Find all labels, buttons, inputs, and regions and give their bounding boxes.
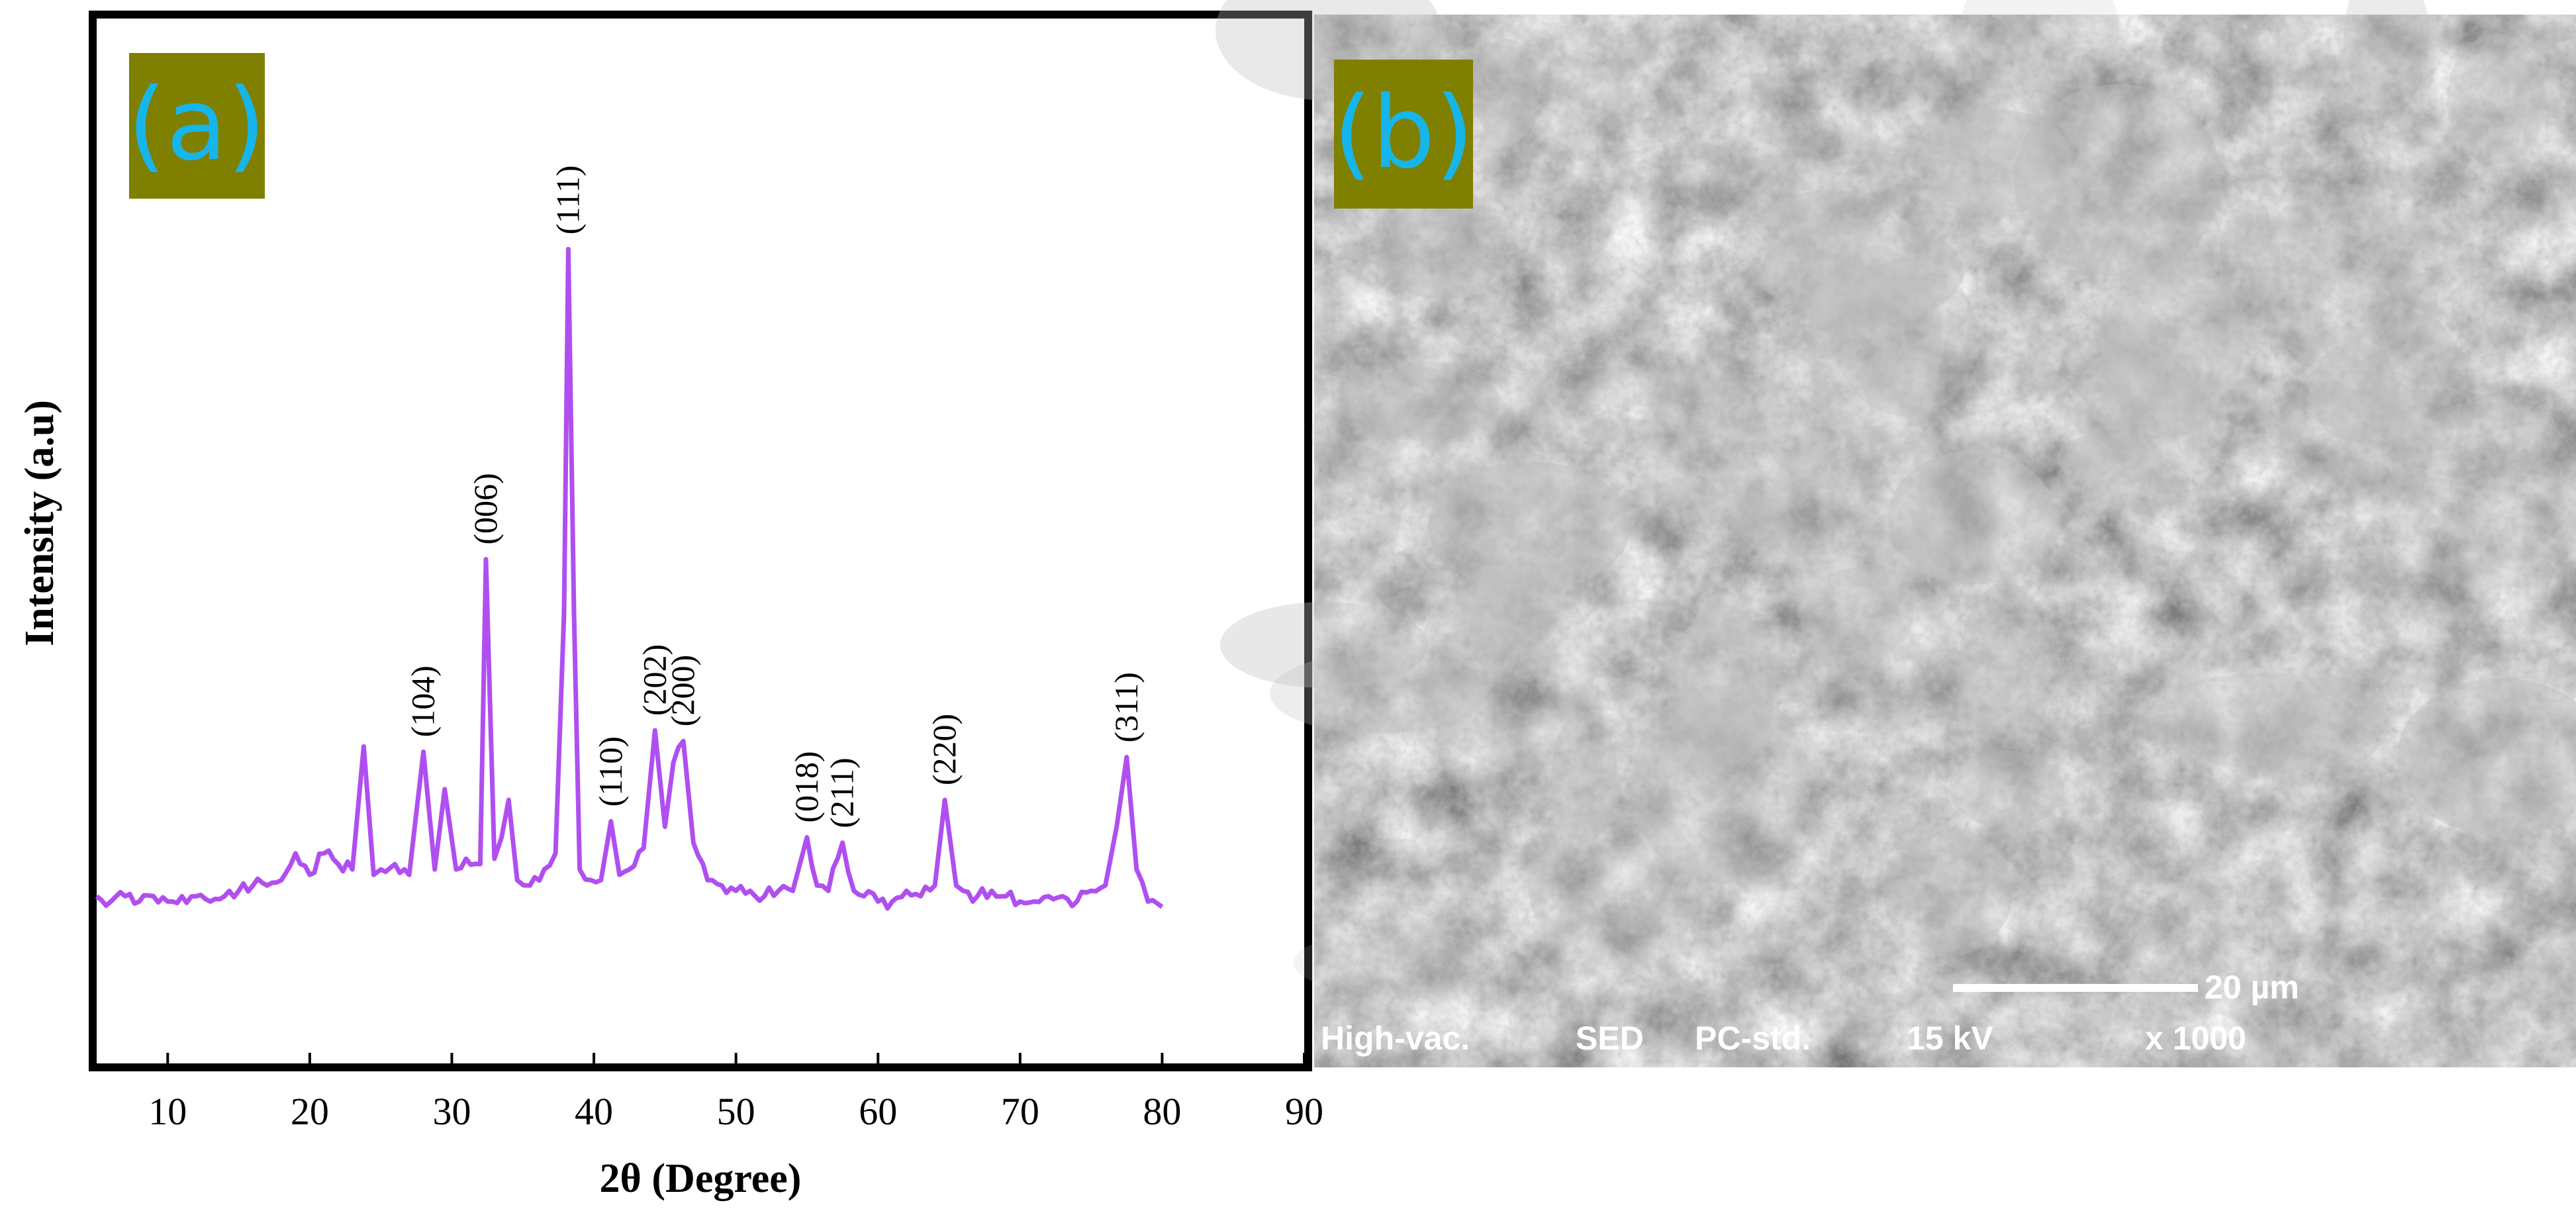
x-tick-label-80: 80: [1143, 1090, 1181, 1133]
sem-grain: [1314, 15, 2576, 1067]
x-tick-label-60: 60: [859, 1090, 897, 1133]
sem-particle: [2310, 342, 2400, 442]
sem-particle: [1856, 73, 2051, 229]
sem-particle: [1454, 594, 1557, 651]
x-axis-title: 2θ (Degree): [600, 1156, 802, 1201]
panel-a-label-box: [129, 53, 265, 199]
panel-b-label-box: [1334, 60, 1473, 209]
sem-particle: [2218, 200, 2281, 344]
sem-particle: [2254, 183, 2441, 369]
panel-a-xrd-chart: 10 20 30 40 50 60 70 80 90 (104)(006)(111)(110)(…: [17, 11, 1323, 1201]
sem-particle: [1705, 126, 1843, 224]
xrd-series-line: [95, 246, 1164, 911]
sem-particle: [2447, 34, 2546, 165]
x-tick-label-20: 20: [291, 1090, 329, 1133]
peak-label-9: (311): [1108, 672, 1145, 742]
x-tick-label-50: 50: [717, 1090, 755, 1133]
sem-particle: [2344, 0, 2430, 111]
panel-b-label: (b): [1333, 75, 1474, 191]
sem-particle: [1474, 39, 1540, 144]
sem-particle: [2014, 84, 2222, 276]
x-tick-label-10: 10: [148, 1090, 187, 1133]
peak-labels: (104) (006) (111) (110)(202)(200) (018)(211)…: [405, 166, 1145, 828]
sem-particle: [1768, 191, 1889, 236]
sem-particle: [2418, 554, 2502, 622]
sem-particle: [1631, 685, 1810, 883]
info-pc-std: PC-std.: [1695, 1020, 1811, 1057]
sem-particle: [1860, 352, 1915, 403]
peak-label-5: (200): [664, 655, 701, 726]
x-tick-label-40: 40: [575, 1090, 613, 1133]
info-sed: SED: [1576, 1020, 1644, 1057]
x-tick-label-70: 70: [1001, 1090, 1039, 1133]
sem-particle: [1418, 567, 1596, 766]
sem-particle: [1312, 363, 1552, 506]
sem-particle: [1368, 393, 1500, 436]
sem-particle: [2105, 255, 2244, 436]
sem-particle: [2097, 268, 2158, 454]
sem-particle: [1925, 109, 2072, 214]
sem-particle: [1376, 196, 1507, 299]
sem-particle: [1793, 612, 1960, 734]
sem-particle: [1949, 751, 2064, 828]
info-high-vac: High-vac.: [1321, 1020, 1470, 1057]
sem-particle: [1562, 36, 1656, 131]
sem-particle: [1807, 246, 1942, 444]
sem-particle: [2146, 673, 2387, 768]
sem-particle: [1883, 827, 2013, 957]
sem-particle: [1799, 568, 1914, 659]
sem-particle-clusters: [1216, 0, 2576, 995]
sem-particle: [1756, 426, 1994, 589]
peak-label-3: (110): [592, 736, 629, 806]
sem-particle: [1960, 0, 2119, 106]
sem-particle: [2371, 315, 2464, 458]
peak-label-4: (202): [636, 644, 673, 716]
sem-particle: [1270, 653, 1487, 734]
sem-particle: [1888, 451, 2056, 585]
peak-label-0: (104): [405, 665, 442, 737]
peak-label-8: (220): [926, 714, 963, 785]
sem-particle: [1551, 712, 1617, 843]
sem-particle: [1220, 602, 1428, 688]
peak-label-6: (018): [788, 751, 825, 822]
sem-particle: [1835, 259, 1978, 416]
peak-label-2: (111): [549, 166, 586, 235]
sem-particle: [1958, 583, 2050, 767]
peak-label-7: (211): [824, 757, 861, 828]
x-axis-tick-labels: 10 20 30 40 50 60 70 80 90: [148, 1090, 1323, 1133]
sem-particle: [1666, 703, 1752, 774]
sem-particle: [2386, 401, 2576, 589]
scale-bar-label: 20 µm: [2205, 969, 2299, 1006]
sem-particle: [2064, 345, 2209, 513]
sem-particle: [1528, 804, 1703, 965]
sem-particle: [1293, 931, 1498, 995]
sem-particle: [1761, 219, 1964, 324]
sem-particle: [1739, 497, 1791, 552]
y-axis-title: Intensity (a.u): [17, 400, 62, 646]
info-magnification: x 1000: [2145, 1020, 2246, 1057]
x-axis-ticks: [166, 1053, 1306, 1067]
panel-a-label: (a): [128, 68, 266, 183]
peak-label-1: (006): [467, 473, 504, 544]
sem-particle: [1338, 361, 1500, 440]
plot-frame: [89, 11, 1312, 1071]
sem-particle: [2397, 678, 2576, 836]
x-tick-label-30: 30: [432, 1090, 471, 1133]
panel-b-sem-image: (b) 20 µm High-vac. SED PC-std. 15 kV x …: [1216, 0, 2576, 1067]
sem-particle: [1462, 561, 1531, 671]
sem-particle: [1500, 365, 1741, 407]
sem-particle: [1634, 374, 1830, 525]
sem-particle: [1428, 462, 1631, 591]
x-tick-label-90: 90: [1285, 1090, 1323, 1133]
sem-particle: [1672, 605, 1775, 773]
sem-particle: [2183, 668, 2389, 779]
sem-particle: [2280, 369, 2430, 497]
info-kv: 15 kV: [1907, 1020, 1993, 1057]
sem-particle: [2057, 432, 2163, 485]
